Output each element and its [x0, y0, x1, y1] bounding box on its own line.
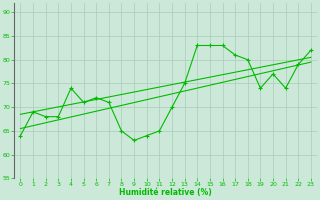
- X-axis label: Humidité relative (%): Humidité relative (%): [119, 188, 212, 197]
